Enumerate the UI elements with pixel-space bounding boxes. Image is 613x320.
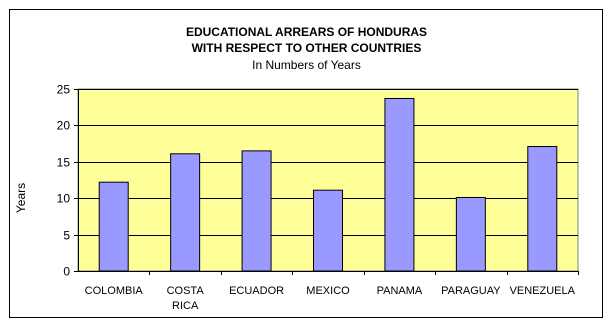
chart-subtitle: In Numbers of Years	[252, 58, 361, 72]
x-tick-label: COSTA	[167, 285, 205, 297]
y-tick-label: 10	[57, 192, 71, 206]
bar-4	[384, 97, 415, 272]
x-tick-label: PARAGUAY	[441, 285, 501, 297]
x-tick-label: VENEZUELA	[510, 285, 576, 297]
y-tick-label: 15	[57, 156, 71, 170]
x-tick-label: COLOMBIA	[85, 285, 144, 297]
y-tick-label: 5	[63, 229, 70, 243]
bar-5	[455, 196, 486, 272]
y-tick-label: 25	[57, 83, 71, 97]
x-tick-label: MEXICO	[306, 285, 350, 297]
bar-0	[98, 181, 129, 272]
bar-3	[313, 189, 343, 272]
y-tick-label: 0	[63, 265, 70, 279]
bar-1	[170, 153, 201, 272]
chart-title-line-2: WITH RESPECT TO OTHER COUNTRIES	[191, 41, 422, 55]
bar-2	[241, 150, 272, 272]
chart-title: EDUCATIONAL ARREARS OF HONDURAS	[185, 25, 428, 39]
bar-6	[527, 146, 558, 272]
x-tick-label: ECUADOR	[229, 285, 284, 297]
x-tick-label: RICA	[172, 300, 199, 312]
x-tick-label: PANAMA	[377, 285, 423, 297]
y-tick-label: 20	[57, 119, 71, 133]
